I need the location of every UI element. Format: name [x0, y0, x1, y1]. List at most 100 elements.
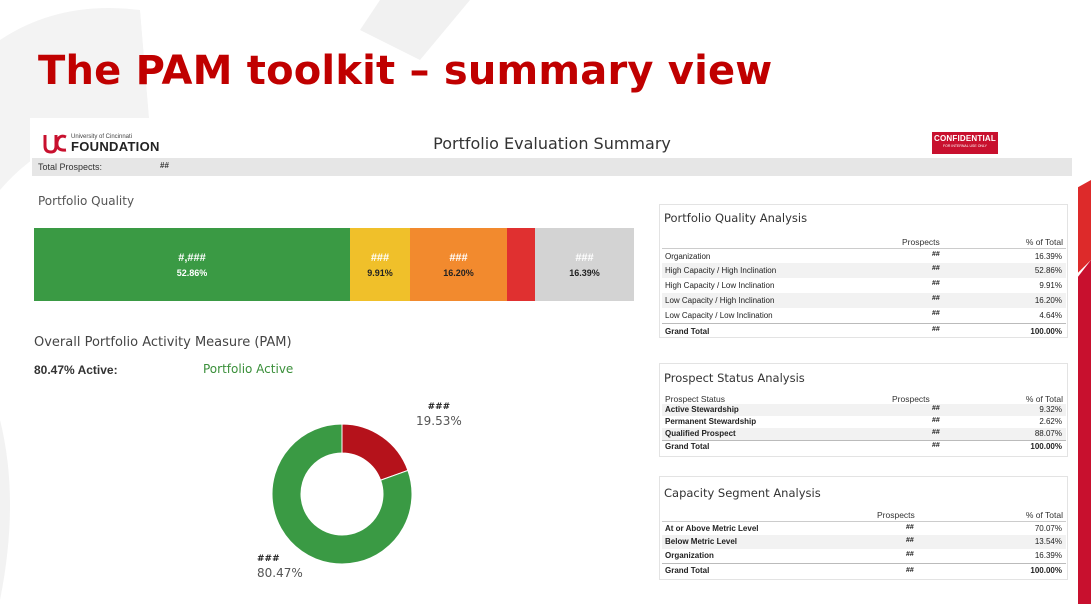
table-row: Qualified Prospect ## 88.07%	[662, 428, 1066, 440]
uc-logo-icon	[43, 134, 67, 154]
segment-percent: 16.20%	[443, 267, 474, 278]
row-pct: 4.64%	[1039, 311, 1062, 320]
segment-low-low[interactable]	[507, 228, 535, 301]
segment-value: ###	[370, 251, 390, 264]
row-count: ##	[932, 295, 940, 302]
donut-value: ###	[257, 554, 280, 564]
capacity-analysis-title: Capacity Segment Analysis	[664, 486, 821, 500]
row-label: Low Capacity / Low Inclination	[665, 311, 773, 320]
row-count: ##	[906, 524, 914, 531]
row-pct: 88.07%	[1034, 429, 1062, 438]
segment-low-high[interactable]: ### 16.20%	[410, 228, 507, 301]
portfolio-quality-title: Portfolio Quality	[38, 194, 135, 208]
row-pct: 52.86%	[1034, 266, 1062, 275]
row-count: ##	[932, 310, 940, 317]
row-pct: 9.91%	[1039, 281, 1062, 290]
donut-slice-active[interactable]	[271, 423, 413, 565]
col-pct: % of Total	[1025, 510, 1063, 520]
row-pct: 2.62%	[1039, 417, 1062, 426]
table-row: Below Metric Level ## 13.54%	[662, 535, 1066, 549]
row-count: ##	[932, 265, 940, 272]
row-count: ##	[932, 280, 940, 287]
donut-percent: 80.47%	[257, 566, 303, 580]
table-row: Permanent Stewardship ## 2.62%	[662, 416, 1066, 428]
pam-donut-chart	[271, 423, 413, 565]
row-pct: 16.39%	[1034, 551, 1062, 560]
table-row: Active Stewardship ## 9.32%	[662, 404, 1066, 416]
total-prospects-label: Total Prospects:	[38, 162, 103, 172]
donut-label-inactive: ### 19.53%	[416, 402, 462, 428]
grand-total-row: Grand Total ## 100.00%	[662, 440, 1066, 453]
total-prospects-value: ##	[160, 161, 169, 170]
donut-value: ###	[427, 402, 451, 412]
row-label: Organization	[665, 252, 711, 261]
donut-slice-inactive[interactable]	[341, 423, 409, 481]
row-label: Grand Total	[665, 442, 710, 451]
col-status: Prospect Status	[665, 394, 726, 404]
slide-title: The PAM toolkit – summary view	[38, 48, 773, 94]
table-row: Low Capacity / High Inclination ## 16.20…	[662, 293, 1066, 308]
row-pct: 16.20%	[1034, 296, 1062, 305]
row-label: Qualified Prospect	[665, 429, 736, 438]
row-label: Permanent Stewardship	[665, 417, 757, 426]
pam-portfolio-active: Portfolio Active	[203, 362, 294, 376]
capacity-analysis-panel: Capacity Segment Analysis Prospects % of…	[659, 476, 1068, 580]
logo-big-text: FOUNDATION	[71, 138, 160, 154]
status-analysis-title: Prospect Status Analysis	[664, 371, 805, 385]
row-label: Grand Total	[665, 566, 710, 575]
row-label: At or Above Metric Level	[665, 524, 759, 533]
table-row: Organization ## 16.39%	[662, 248, 1066, 263]
total-prospects-bar: Total Prospects: ##	[32, 158, 1072, 176]
grand-total-row: Grand Total ## 100.00%	[662, 323, 1066, 338]
row-pct: 13.54%	[1034, 537, 1062, 546]
segment-organization[interactable]: ### 16.39%	[535, 228, 634, 301]
grand-total-row: Grand Total ## 100.00%	[662, 563, 1066, 577]
row-label: High Capacity / Low Inclination	[665, 281, 775, 290]
dashboard-panel: University of Cincinnati FOUNDATION Port…	[30, 118, 1078, 604]
row-label: Organization	[665, 551, 714, 560]
confidential-badge: CONFIDENTIAL FOR INTERNAL USE ONLY	[932, 132, 998, 154]
row-pct: 16.39%	[1034, 252, 1062, 261]
row-label: High Capacity / High Inclination	[665, 266, 777, 275]
segment-value: ###	[449, 251, 468, 264]
row-count: ##	[932, 326, 940, 333]
table-row: High Capacity / High Inclination ## 52.8…	[662, 263, 1066, 278]
quality-analysis-panel: Portfolio Quality Analysis Prospects % o…	[659, 204, 1068, 338]
row-pct: 70.07%	[1034, 524, 1062, 533]
table-row: Organization ## 16.39%	[662, 549, 1066, 563]
segment-percent: 16.39%	[569, 267, 600, 278]
portfolio-quality-bar: #,### 52.86% ### 9.91% ### 16.20% ### 16…	[34, 228, 634, 301]
row-pct: 100.00%	[1030, 327, 1062, 336]
row-pct: 100.00%	[1030, 566, 1062, 575]
table-row: Low Capacity / Low Inclination ## 4.64%	[662, 308, 1066, 323]
row-count: ##	[932, 405, 940, 412]
row-count: ##	[906, 537, 914, 544]
table-row: At or Above Metric Level ## 70.07%	[662, 521, 1066, 535]
row-count: ##	[932, 251, 940, 258]
foundation-logo: University of Cincinnati FOUNDATION	[42, 132, 160, 154]
segment-high-high[interactable]: #,### 52.86%	[34, 228, 350, 301]
row-pct: 9.32%	[1039, 405, 1062, 414]
col-prospects: Prospects	[877, 510, 915, 520]
donut-percent: 19.53%	[416, 414, 462, 428]
pam-title: Overall Portfolio Activity Measure (PAM)	[34, 335, 292, 350]
row-label: Active Stewardship	[665, 405, 739, 414]
row-label: Low Capacity / High Inclination	[665, 296, 775, 305]
dashboard-title: Portfolio Evaluation Summary	[433, 134, 671, 153]
pam-active-label: 80.47% Active:	[34, 363, 118, 377]
confidential-sub: FOR INTERNAL USE ONLY	[943, 144, 987, 148]
segment-percent: 9.91%	[367, 267, 393, 278]
col-prospects: Prospects	[892, 394, 930, 404]
row-pct: 100.00%	[1030, 442, 1062, 451]
quality-analysis-title: Portfolio Quality Analysis	[664, 211, 808, 225]
segment-percent: 52.86%	[176, 267, 208, 278]
segment-value: #,###	[178, 251, 206, 264]
table-row: High Capacity / Low Inclination ## 9.91%	[662, 278, 1066, 293]
segment-value: ###	[575, 251, 594, 264]
row-count: ##	[932, 417, 940, 424]
row-label: Below Metric Level	[665, 537, 738, 546]
segment-high-low[interactable]: ### 9.91%	[350, 228, 410, 301]
row-count: ##	[932, 442, 940, 449]
logo-small-text: University of Cincinnati	[71, 133, 133, 140]
col-pct: % of Total	[1025, 394, 1063, 404]
